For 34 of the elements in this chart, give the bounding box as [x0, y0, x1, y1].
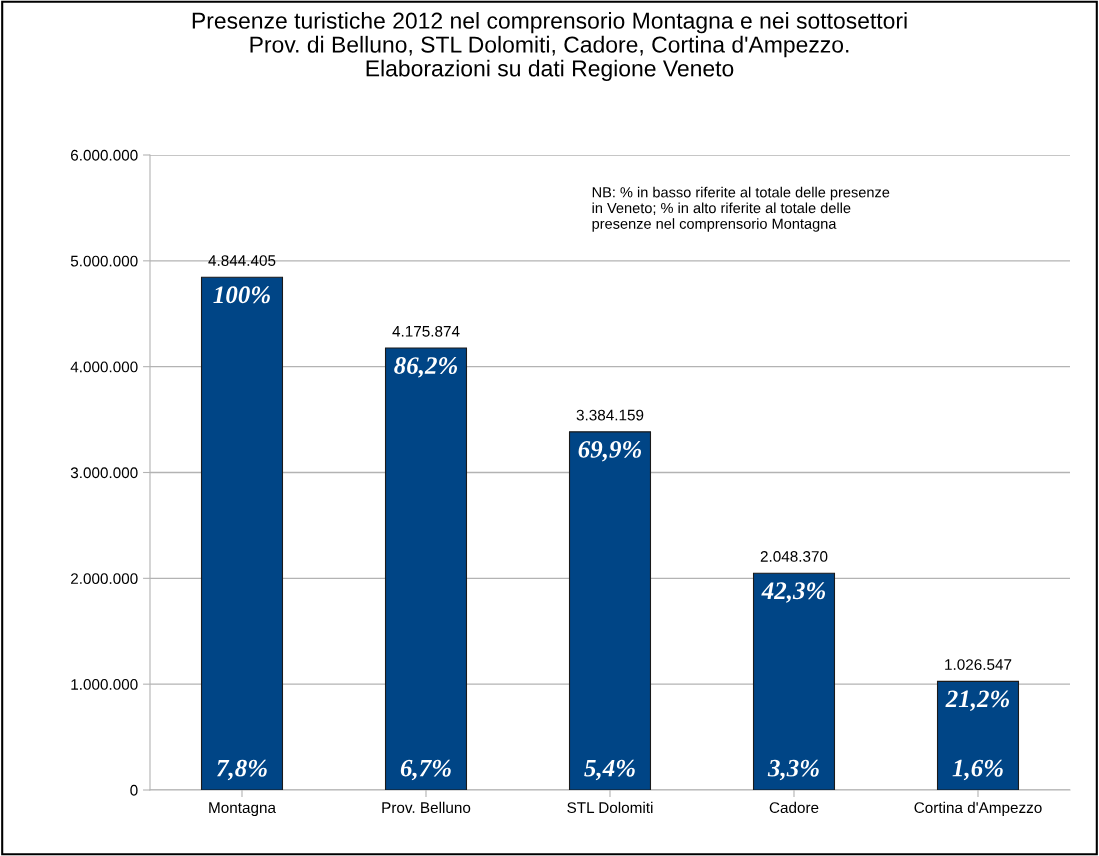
x-tick-label: Cortina d'Ampezzo — [914, 801, 1042, 817]
y-tick-label: 3.000.000 — [70, 467, 138, 479]
y-tick-label: 2.000.000 — [71, 573, 138, 585]
annotation: 42,3% — [761, 582, 826, 603]
annotation: NB: % in basso riferite al totale delle presenze in Veneto; % in alto riferite al totale delle presenze nel comprensorio Montagna — [592, 186, 890, 232]
annotation: 5,4% — [584, 759, 635, 781]
x-tick-label: Cadore — [769, 801, 819, 814]
bar — [936, 680, 1020, 790]
annotation: 69,9% — [578, 440, 642, 462]
annotation: 100% — [213, 286, 270, 304]
bar — [200, 276, 284, 790]
y-tick-label: 6.000.000 — [71, 149, 138, 161]
chart-title: Presenze turistiche 2012 nel comprensorio Montagna e nei sottosettori Prov. di Belluno, STL Dolomiti, Cadore, Cortina d'Ampezzo. Elaborazioni su dati Regione Veneto — [192, 12, 907, 82]
bar — [384, 347, 468, 790]
annotation: 21,2% — [945, 690, 1010, 711]
data-label: 2.048.370 — [760, 551, 828, 562]
annotation: 7,8% — [217, 759, 267, 781]
data-label: 4.175.874 — [392, 325, 460, 337]
bar — [568, 431, 652, 790]
annotation: 1,6% — [952, 759, 1003, 781]
x-tick-label: STL Dolomiti — [567, 801, 653, 814]
y-tick-label: 0 — [130, 784, 138, 796]
annotation: 6,7% — [400, 759, 451, 781]
x-tick-label: Prov. Belluno — [382, 801, 471, 814]
data-label: 4.844.405 — [208, 255, 276, 266]
data-label: 1.026.547 — [945, 659, 1012, 670]
annotation: 3,3% — [767, 759, 819, 781]
data-label: 3.384.159 — [576, 409, 644, 421]
y-tick-label: 4.000.000 — [70, 361, 138, 373]
annotation: 86,2% — [394, 357, 458, 378]
y-tick-label: 1.000.000 — [71, 679, 138, 690]
x-tick-label: Montagna — [209, 802, 276, 817]
bar — [752, 572, 836, 790]
y-tick-label: 5.000.000 — [70, 255, 138, 267]
